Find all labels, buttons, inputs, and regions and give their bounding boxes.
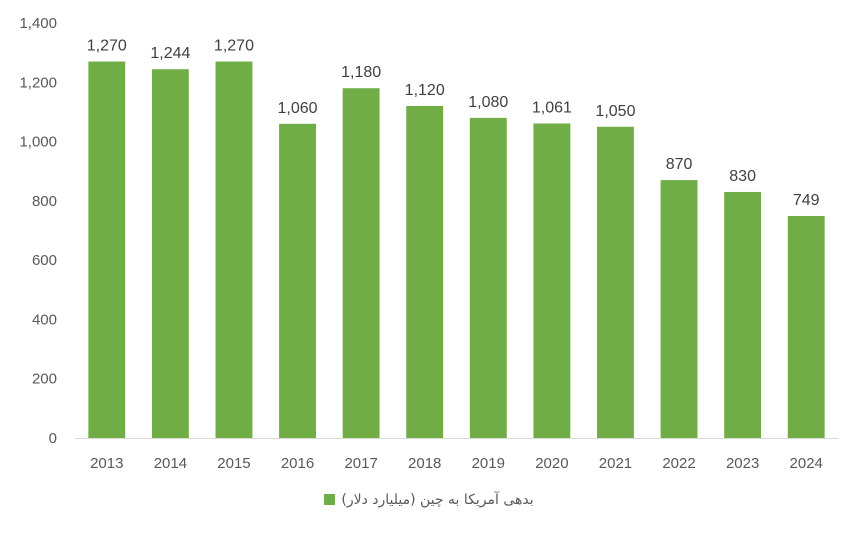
x-tick-label: 2017 [344, 455, 377, 472]
bar [469, 117, 507, 438]
data-label: 870 [666, 156, 693, 173]
x-axis-labels: 2013 2014 2015 2016 2017 2018 2019 2020 2021 2022… [90, 455, 823, 472]
bar [279, 123, 316, 439]
x-tick-label: 2024 [790, 455, 823, 472]
data-label: 1,244 [150, 45, 190, 62]
y-tick-label: 200 [32, 371, 57, 388]
data-label: 1,050 [595, 103, 635, 120]
y-tick-label: 600 [32, 252, 57, 269]
y-axis-labels: 0 200 400 600 800 1,000 1,200 1,400 [19, 15, 57, 447]
data-label: 749 [793, 192, 820, 209]
data-label: 1,270 [87, 38, 127, 55]
y-tick-label: 400 [32, 311, 57, 328]
y-tick-label: 800 [32, 193, 57, 210]
bar [533, 123, 571, 438]
data-label: 1,180 [341, 64, 381, 81]
y-tick-label: 1,000 [19, 134, 57, 151]
legend-label: بدهی آمریکا به چین (میلیارد دلار) [341, 492, 534, 508]
data-label: 1,270 [214, 38, 254, 55]
legend-swatch [324, 494, 336, 505]
bar [342, 88, 380, 438]
x-tick-label: 2020 [535, 455, 568, 472]
data-label: 830 [729, 168, 756, 185]
bar [660, 180, 698, 438]
x-tick-label: 2015 [217, 455, 250, 472]
bar [88, 61, 126, 439]
x-tick-label: 2022 [662, 455, 695, 472]
legend: بدهی آمریکا به چین (میلیارد دلار) [0, 492, 858, 508]
data-label: 1,120 [405, 82, 445, 99]
data-label: 1,061 [532, 99, 572, 116]
x-tick-label: 2014 [154, 455, 187, 472]
x-tick-label: 2021 [599, 455, 632, 472]
x-tick-label: 2018 [408, 455, 441, 472]
y-tick-label: 1,400 [19, 15, 57, 32]
bar [787, 215, 825, 438]
y-tick-label: 1,200 [19, 74, 57, 91]
bar [151, 69, 189, 438]
bar [215, 61, 253, 439]
x-tick-label: 2013 [90, 455, 123, 472]
bars [88, 61, 825, 439]
data-labels: 1,270 1,244 1,270 1,060 1,180 1,120 1,080 1,061… [87, 38, 820, 209]
x-tick-label: 2023 [726, 455, 759, 472]
bar [406, 106, 444, 438]
x-tick-label: 2019 [472, 455, 505, 472]
bar [597, 126, 634, 438]
y-tick-label: 0 [49, 430, 57, 447]
x-tick-label: 2016 [281, 455, 314, 472]
bar [724, 191, 762, 438]
data-label: 1,060 [278, 100, 318, 117]
data-label: 1,080 [468, 94, 508, 111]
